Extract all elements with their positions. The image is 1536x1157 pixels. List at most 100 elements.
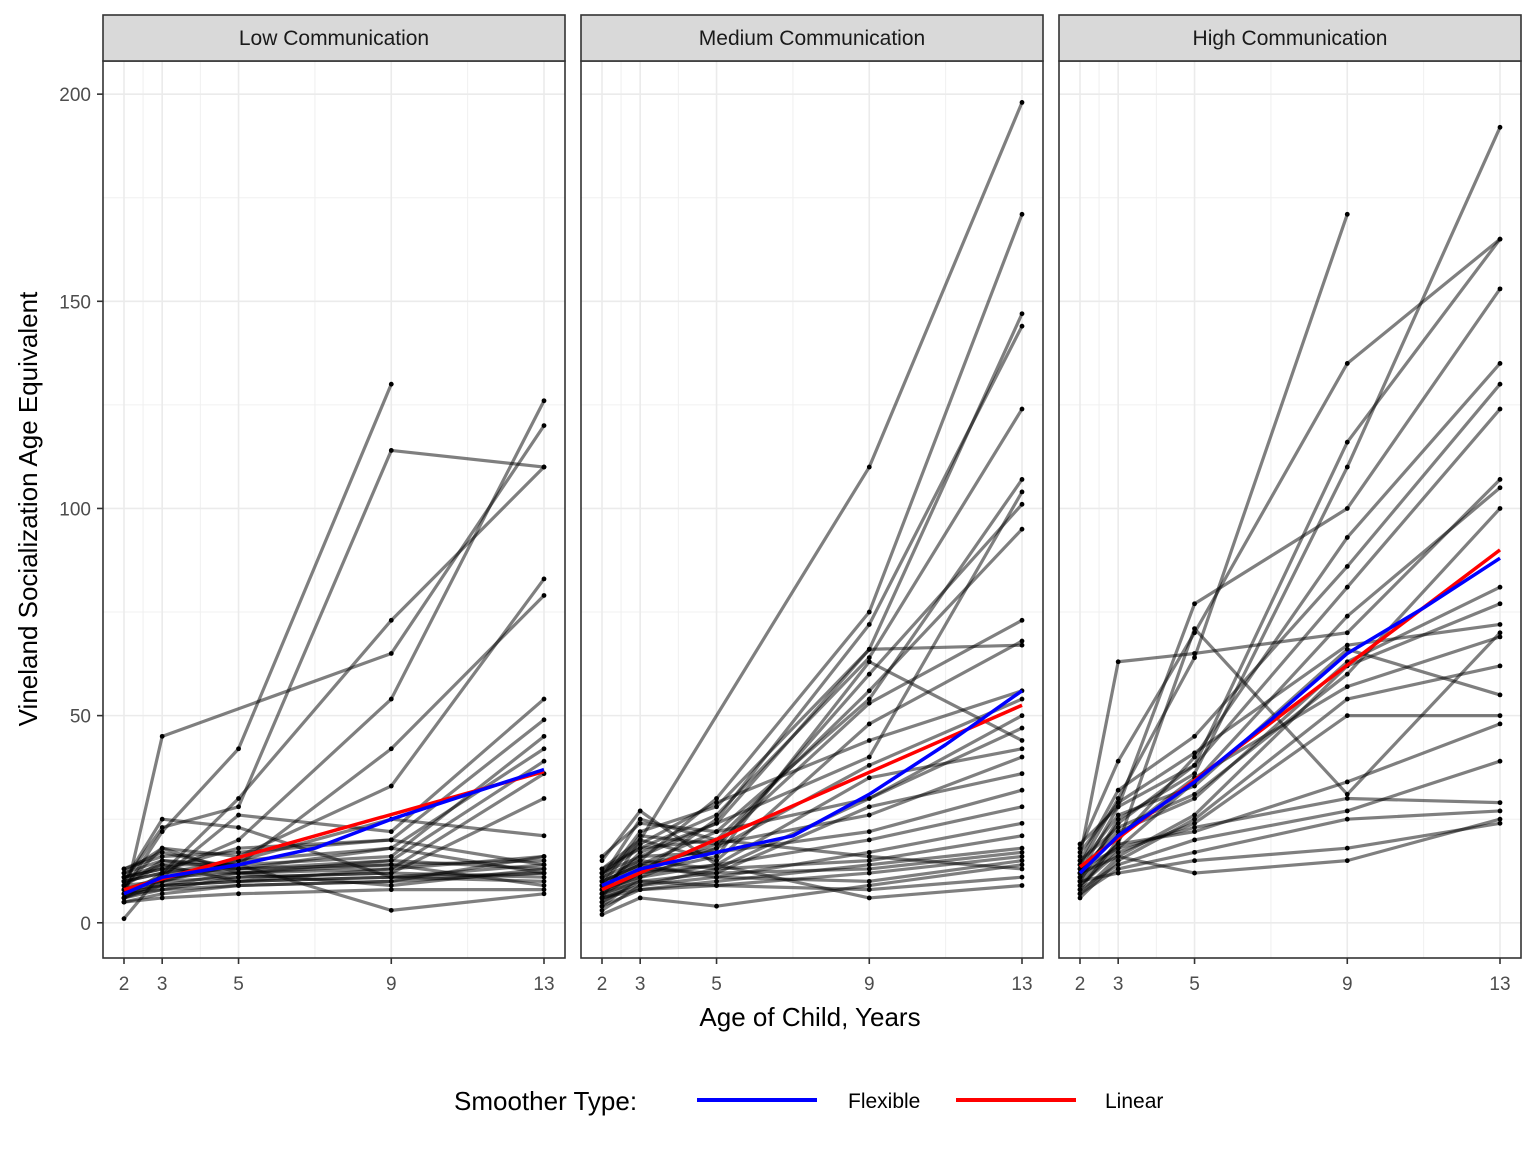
y-axis-title: Vineland Socialization Age Equivalent — [13, 291, 43, 726]
subject-point — [1344, 613, 1350, 619]
subject-point — [388, 845, 394, 851]
subject-point — [1019, 311, 1025, 317]
subject-point — [714, 870, 719, 876]
x-tick-label: 9 — [864, 974, 875, 995]
subject-point — [866, 775, 872, 781]
subject-point — [637, 820, 643, 826]
subject-point — [1019, 787, 1025, 793]
subject-point — [1497, 820, 1503, 826]
subject-point — [1019, 406, 1025, 412]
subject-point — [637, 841, 643, 847]
subject-point — [388, 907, 394, 913]
subject-point — [637, 829, 643, 835]
subject-point — [1497, 506, 1503, 511]
subject-point — [1019, 820, 1025, 826]
linear-smoother-line — [601, 703, 1023, 892]
panel-strip — [1058, 14, 1522, 62]
subject-point — [1019, 804, 1025, 810]
subject-point — [866, 688, 872, 694]
subject-point — [599, 858, 605, 864]
subject-point — [236, 825, 241, 830]
subject-point — [541, 833, 547, 839]
subject-point — [1497, 630, 1503, 636]
subject-point — [1077, 849, 1083, 855]
panel-1: Medium Communication 2 3 5 9 13 — [580, 14, 1044, 995]
subject-point — [1115, 812, 1121, 818]
subject-point — [599, 907, 605, 913]
subject-point — [599, 870, 605, 876]
subject-point — [388, 448, 394, 453]
subject-point — [121, 916, 127, 922]
subject-point — [1497, 406, 1503, 412]
x-tick-label: 5 — [1189, 974, 1200, 995]
subject-point — [1077, 858, 1083, 864]
subject-point — [159, 816, 165, 822]
subject-point — [1497, 361, 1503, 366]
subject-point — [866, 696, 872, 702]
subject-point — [1019, 477, 1025, 482]
subject-point — [714, 883, 719, 888]
subject-point — [1497, 692, 1503, 698]
subject-point — [236, 870, 241, 876]
subject-point — [1344, 564, 1350, 569]
subject-point — [1497, 713, 1503, 719]
subject-point — [1344, 464, 1350, 470]
subject-point — [714, 874, 719, 880]
subject-point — [866, 829, 872, 835]
subject-point — [1115, 854, 1121, 859]
subject-point — [866, 883, 872, 888]
subject-point — [159, 845, 165, 851]
subject-point — [637, 854, 643, 859]
y-tick-label: 150 — [59, 292, 91, 313]
subject-point — [159, 862, 165, 868]
subject-point — [1344, 671, 1350, 677]
subject-point — [388, 854, 394, 859]
subject-point — [1192, 816, 1197, 822]
subject-point — [1344, 796, 1350, 801]
x-tick-label: 9 — [386, 974, 397, 995]
subject-point — [714, 829, 719, 835]
subject-point — [1077, 878, 1083, 884]
subject-point — [866, 762, 872, 768]
subject-point — [1497, 758, 1503, 764]
subject-point — [1344, 684, 1350, 690]
subject-point — [388, 651, 394, 656]
subject-point — [159, 887, 165, 893]
subject-point — [866, 878, 872, 884]
subject-point — [159, 891, 165, 897]
subject-point — [637, 858, 643, 864]
subject-point — [541, 593, 547, 598]
subject-point — [121, 899, 127, 905]
subject-point — [1019, 100, 1025, 105]
subject-point — [637, 883, 643, 888]
subject-point — [1497, 634, 1503, 640]
subject-point — [599, 903, 605, 909]
subject-point — [1115, 820, 1121, 826]
subject-point — [866, 659, 872, 665]
subject-point — [866, 609, 872, 615]
subject-point — [866, 849, 872, 855]
subject-point — [1497, 622, 1503, 627]
subject-point — [541, 854, 547, 859]
x-tick-label: 3 — [157, 974, 168, 995]
subject-point — [236, 849, 241, 855]
subject-point — [1192, 626, 1197, 632]
subject-point — [1344, 808, 1350, 814]
x-tick-label: 3 — [1113, 974, 1124, 995]
y-tick-label: 100 — [59, 499, 91, 520]
subject-point — [599, 854, 605, 859]
subject-point — [1344, 535, 1350, 540]
subject-point — [1192, 829, 1197, 835]
subject-point — [1192, 733, 1197, 739]
panel-strip — [102, 14, 566, 62]
subject-point — [714, 800, 719, 806]
subject-point — [541, 717, 547, 723]
subject-point — [541, 398, 547, 404]
subject-point — [599, 866, 605, 872]
subject-point — [1077, 887, 1083, 893]
x-tick-label: 5 — [233, 974, 244, 995]
flexible-smoother-line — [1078, 556, 1501, 875]
subject-point — [714, 878, 719, 884]
subject-point — [1497, 601, 1503, 607]
